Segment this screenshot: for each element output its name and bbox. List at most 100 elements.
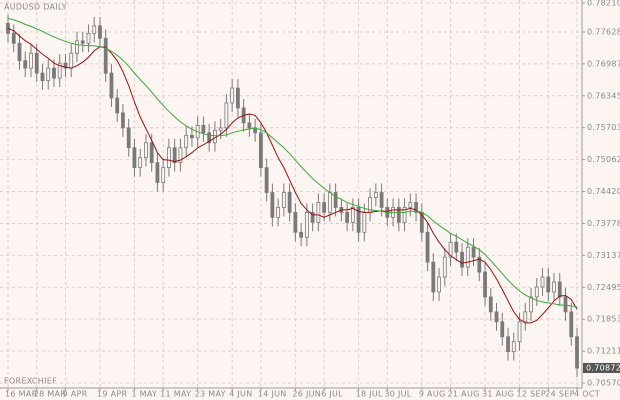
candle-body [483,271,487,298]
candle-body [281,192,286,208]
candle-body [529,296,533,313]
y-tick-label: 0.72495 [587,283,620,292]
candle-body [552,281,556,293]
y-tick-label: 0.78210 [587,0,620,8]
candle-body [218,127,223,131]
x-tick-label: 12 SEP [517,390,546,399]
candle-body [425,231,430,263]
candle-body [534,286,539,298]
grid [0,0,582,388]
x-tick-label: 11 MAY [160,390,191,399]
candle-body [126,127,131,149]
candle-body [546,276,551,293]
candle-body [563,296,568,313]
candle-body [557,281,562,298]
x-tick-label: 31 AUG [482,390,514,399]
candle-body [304,211,309,238]
candle-body [460,251,464,268]
candle-body [57,62,62,79]
last-price-label: 0.70872 [586,363,620,372]
candle-body [80,40,85,44]
x-tick-label: 4 JUN [229,390,252,399]
x-tick-label: 6 JUL [321,390,343,399]
candle-body [356,207,361,233]
candle-body [322,202,327,213]
candle-body [247,122,252,129]
x-tick-label: 14 JUN [258,390,287,399]
candle-body [494,311,499,323]
y-tick-label: 0.71853 [587,315,620,324]
x-tick-label: 23 MAY [195,390,226,399]
candle-body [29,52,33,69]
candle-body [34,52,39,74]
candle-body [258,132,263,169]
candle-body [523,311,528,323]
y-tick-label: 0.76987 [587,59,620,68]
candle-body [46,67,51,81]
candle-body [207,132,212,144]
candle-body [11,32,16,44]
x-tick-label: 24 SEP [545,390,574,399]
x-tick-label: 1 MAY [131,390,157,399]
candle-body [132,147,137,169]
candle-body [167,147,171,169]
x-tick-label: 30 JUL [384,390,411,399]
candle-body [465,246,470,268]
x-tick-label: 19 APR [97,390,128,399]
candle-body [213,129,217,144]
y-tick-label: 0.74420 [587,187,620,196]
y-tick-label: 0.71211 [587,347,620,356]
x-tick-label: 9 AUG [419,390,446,399]
y-tick-label: 0.76345 [587,91,620,100]
candle-body [69,52,74,69]
candle-body [471,246,476,258]
candle-body [201,124,206,134]
x-tick-label: 16 MAR [5,390,38,399]
candle-body [408,202,413,208]
candle-body [75,40,79,54]
candle-body [362,211,367,233]
x-tick-label: 26 JUN [292,390,321,399]
plot [6,14,579,378]
candle-body [190,134,194,139]
candle-body [373,192,378,198]
candle-body [293,211,298,233]
candle-body [235,87,240,109]
candle-body [316,202,321,223]
candle-body [17,42,22,62]
x-tick-label: 9 APR [62,390,87,399]
candle-body [161,167,166,183]
candle-body [379,192,384,208]
candle-body [414,202,418,213]
candle-body [477,256,482,273]
candle-body [103,37,108,74]
candle-body [86,32,91,44]
candle-body [178,147,183,164]
candle-body [327,192,332,213]
candle-body [155,162,160,183]
candle-body [402,207,407,223]
candle-body [149,142,154,164]
candle-body [6,22,10,34]
candle-body [569,311,574,338]
candle-body [488,296,493,313]
candle-body [575,336,579,369]
candle-body [506,336,510,353]
candle-body [23,60,28,69]
candle-body [500,321,505,338]
candle-body [115,97,120,114]
candle-body [109,72,114,99]
candle-body [448,241,453,258]
last-price-box [583,362,620,373]
candle-body [184,134,189,149]
x-tick-label: 21 AUG [448,390,480,399]
watermark: FOREXCHIEF [4,377,57,386]
x-tick-label: 4 OCT [574,390,600,399]
chart-title: AUDUSD DAILY [4,3,67,12]
moving-average-line [7,17,578,308]
candle-body [230,87,235,104]
candle-body [431,261,436,293]
y-tick-label: 0.77628 [587,27,620,36]
candle-body [454,241,459,253]
candle-body [396,207,401,223]
